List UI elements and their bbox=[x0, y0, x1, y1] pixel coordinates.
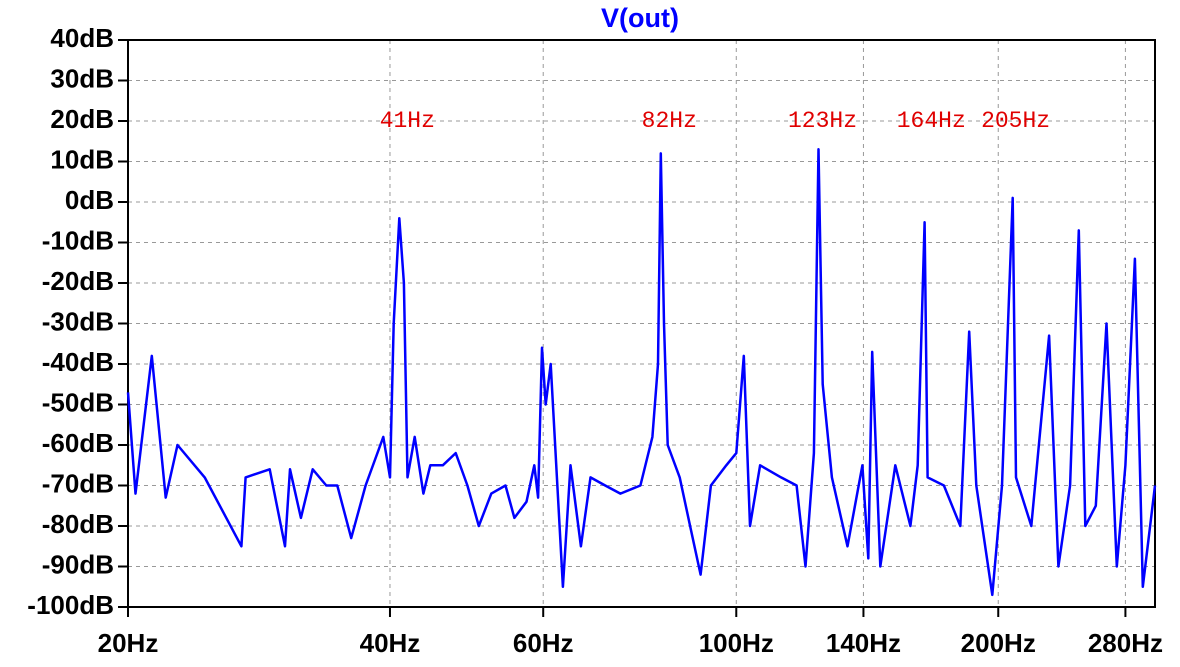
annotation: 82Hz bbox=[642, 108, 697, 134]
y-tick-label: -90dB bbox=[42, 549, 114, 579]
y-tick-label: -60dB bbox=[42, 428, 114, 458]
y-tick-label: 0dB bbox=[65, 185, 114, 215]
y-tick-label: -70dB bbox=[42, 468, 114, 498]
x-tick-label: 40Hz bbox=[360, 628, 421, 658]
x-tick-label: 60Hz bbox=[513, 628, 574, 658]
annotation: 123Hz bbox=[788, 108, 857, 134]
y-tick-label: -50dB bbox=[42, 387, 114, 417]
y-tick-label: 10dB bbox=[50, 144, 114, 174]
x-tick-label: 20Hz bbox=[98, 628, 159, 658]
annotation: 205Hz bbox=[981, 108, 1050, 134]
x-tick-label: 140Hz bbox=[826, 628, 901, 658]
y-tick-label: -20dB bbox=[42, 266, 114, 296]
trace-line bbox=[126, 148, 1157, 597]
plot-frame bbox=[127, 39, 1156, 608]
y-tick-label: -40dB bbox=[42, 347, 114, 377]
chart-title: V(out) bbox=[601, 3, 679, 33]
y-tick-label: -100dB bbox=[27, 590, 114, 620]
x-tick-label: 280Hz bbox=[1088, 628, 1163, 658]
y-tick-label: -30dB bbox=[42, 306, 114, 336]
x-tick-label: 100Hz bbox=[699, 628, 774, 658]
annotation: 164Hz bbox=[897, 108, 966, 134]
annotation: 41Hz bbox=[380, 108, 435, 134]
y-tick-label: 30dB bbox=[50, 63, 114, 93]
y-tick-label: 20dB bbox=[50, 104, 114, 134]
y-tick-label: -80dB bbox=[42, 509, 114, 539]
x-tick-label: 200Hz bbox=[961, 628, 1036, 658]
y-tick-label: -10dB bbox=[42, 225, 114, 255]
y-tick-label: 40dB bbox=[50, 23, 114, 53]
